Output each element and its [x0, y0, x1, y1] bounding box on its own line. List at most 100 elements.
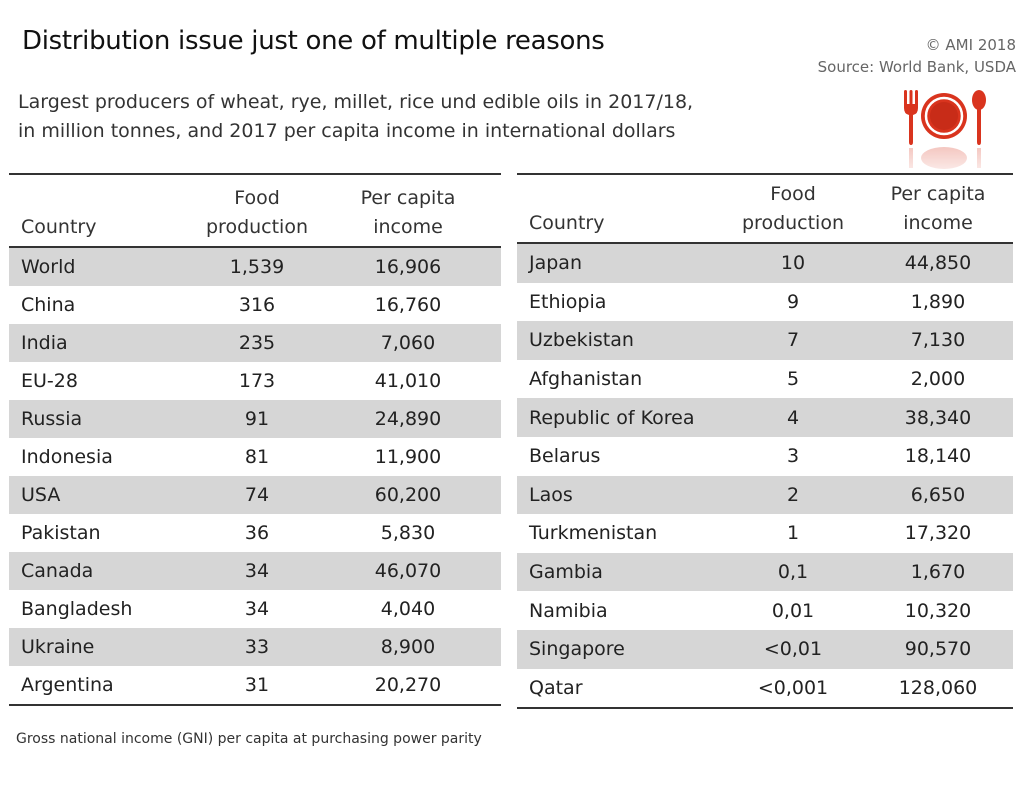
cell-country: Canada [21, 560, 94, 582]
cell-per-capita-income: 46,070 [374, 560, 442, 582]
cell-food-production: 316 [238, 294, 276, 316]
cell-per-capita-income: 128,060 [898, 676, 978, 699]
table-row: Gambia 0,1 1,670 [517, 552, 1013, 592]
footnote: Gross national income (GNI) per capita a… [16, 731, 482, 747]
source-text: Source: World Bank, USDA [817, 58, 1016, 76]
cell-per-capita-income: 5,830 [380, 522, 436, 544]
header-food-production: Food production [741, 183, 845, 234]
cell-food-production: 36 [244, 522, 270, 544]
cell-country: Pakistan [21, 522, 101, 544]
cell-food-production: 2 [786, 483, 800, 506]
cell-country: Afghanistan [529, 368, 643, 391]
table-body: World 1,539 16,906 China 316 16,760 India 235 7,… [9, 248, 501, 704]
cell-country: Russia [21, 408, 83, 430]
table-row: India 235 7,060 [9, 324, 501, 362]
table-row: Indonesia 81 11,900 [9, 438, 501, 476]
table-header: Country Food production Per capita incom… [9, 175, 501, 248]
table-row: Turkmenistan 1 17,320 [517, 514, 1013, 553]
plate-fork-spoon-icon [896, 90, 996, 184]
table-row: Belarus 3 18,140 [517, 437, 1013, 476]
table-row: Japan 10 44,850 [517, 244, 1013, 283]
table-right: Country Food production Per capita incom… [517, 173, 1013, 710]
cell-per-capita-income: 16,906 [374, 256, 442, 278]
cell-per-capita-income: 7,130 [910, 329, 966, 352]
table-row: Qatar <0,001 128,060 [517, 669, 1013, 708]
cell-country: Laos [529, 483, 573, 506]
table-row: Afghanistan 5 2,000 [517, 360, 1013, 399]
cell-food-production: 31 [244, 674, 270, 696]
table-row: Ukraine 33 8,900 [9, 628, 501, 666]
cell-per-capita-income: 38,340 [904, 406, 972, 429]
cell-country: Bangladesh [21, 598, 133, 620]
cell-per-capita-income: 44,850 [904, 252, 972, 275]
header-per-capita-income: Per capita income [360, 187, 456, 238]
cell-food-production: 7 [786, 329, 800, 352]
cell-per-capita-income: 16,760 [374, 294, 442, 316]
table-row: Pakistan 36 5,830 [9, 514, 501, 552]
cell-country: Gambia [529, 561, 603, 584]
copyright-text: © AMI 2018 [925, 36, 1016, 54]
cell-country: World [21, 256, 76, 278]
table-row: Argentina 31 20,270 [9, 666, 501, 704]
cell-food-production: 173 [238, 370, 276, 392]
cell-food-production: 235 [238, 332, 276, 354]
cell-per-capita-income: 7,060 [380, 332, 436, 354]
table-left: Country Food production Per capita incom… [9, 173, 501, 706]
chart-title: Distribution issue just one of multiple … [22, 26, 605, 56]
cell-per-capita-income: 10,320 [904, 599, 972, 622]
cell-food-production: 1 [786, 522, 800, 545]
cell-food-production: 9 [786, 290, 800, 313]
cell-per-capita-income: 1,890 [910, 290, 966, 313]
cell-per-capita-income: 17,320 [904, 522, 972, 545]
cell-country: Uzbekistan [529, 329, 634, 352]
cell-food-production: 3 [786, 445, 800, 468]
cell-country: India [21, 332, 68, 354]
cell-per-capita-income: 20,270 [374, 674, 442, 696]
cell-food-production: <0,001 [757, 676, 829, 699]
cell-country: Ukraine [21, 636, 95, 658]
cell-food-production: 91 [244, 408, 270, 430]
table-row: Singapore <0,01 90,570 [517, 629, 1013, 669]
header-country: Country [529, 212, 605, 234]
table-row: Bangladesh 34 4,040 [9, 590, 501, 628]
cell-country: Turkmenistan [529, 522, 658, 545]
table-header: Country Food production Per capita incom… [517, 175, 1013, 244]
cell-per-capita-income: 8,900 [380, 636, 436, 658]
table-row: Laos 2 6,650 [517, 475, 1013, 515]
table-row: Republic of Korea 4 38,340 [517, 398, 1013, 437]
table-row: World 1,539 16,906 [9, 248, 501, 286]
subtitle-line-1: Largest producers of wheat, rye, millet,… [18, 91, 694, 113]
table-row: Namibia 0,01 10,320 [517, 591, 1013, 630]
cell-per-capita-income: 1,670 [910, 561, 966, 584]
cell-country: Indonesia [21, 446, 113, 468]
cell-food-production: <0,01 [763, 638, 823, 661]
cell-food-production: 0,1 [777, 561, 809, 584]
cell-country: Singapore [529, 638, 625, 661]
cell-food-production: 4 [786, 406, 800, 429]
table-row: Canada 34 46,070 [9, 552, 501, 590]
table-row: USA 74 60,200 [9, 476, 501, 514]
cell-food-production: 10 [780, 252, 806, 275]
table-row: EU-28 173 41,010 [9, 362, 501, 400]
table-body: Japan 10 44,850 Ethiopia 9 1,890 Uzbekistan 7 7,… [517, 244, 1013, 707]
cell-food-production: 74 [244, 484, 270, 506]
cell-food-production: 33 [244, 636, 270, 658]
table-row: China 316 16,760 [9, 286, 501, 324]
cell-per-capita-income: 2,000 [910, 368, 966, 391]
cell-food-production: 0,01 [771, 599, 815, 622]
cell-country: Namibia [529, 599, 608, 622]
chart-subtitle: Largest producers of wheat, rye, millet,… [18, 88, 693, 146]
table-row: Russia 91 24,890 [9, 400, 501, 438]
table-row: Ethiopia 9 1,890 [517, 283, 1013, 322]
cell-food-production: 1,539 [229, 256, 285, 278]
cell-food-production: 81 [244, 446, 270, 468]
cell-per-capita-income: 24,890 [374, 408, 442, 430]
cell-country: Qatar [529, 676, 583, 699]
cell-food-production: 5 [786, 368, 800, 391]
credits: © AMI 2018 Source: World Bank, USDA [818, 34, 1016, 78]
cell-country: USA [21, 484, 61, 506]
cell-per-capita-income: 60,200 [374, 484, 442, 506]
header-food-production: Food production [205, 187, 309, 238]
cell-country: Japan [529, 252, 582, 275]
cell-country: Republic of Korea [529, 406, 695, 429]
